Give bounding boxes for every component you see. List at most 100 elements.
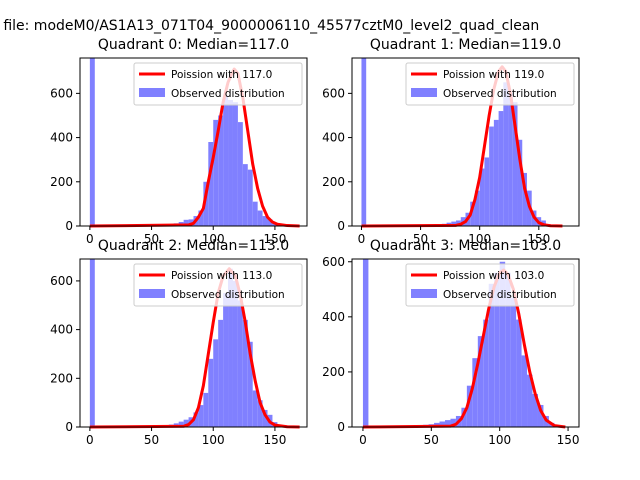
hist-bar [223, 293, 229, 427]
hist-bar [213, 339, 219, 427]
hist-bar [474, 190, 480, 226]
hist-bar [508, 93, 513, 227]
x-tick-label: 150 [557, 433, 580, 447]
x-tick-label: 150 [527, 232, 550, 246]
hist-bar [213, 119, 219, 226]
subplot-title: Quadrant 1: Median=119.0 [370, 37, 561, 53]
legend-box [133, 62, 303, 106]
hist-bar [537, 404, 544, 427]
hist-bar [89, 259, 95, 427]
x-tick-label: 100 [202, 232, 225, 246]
hist-bar [208, 358, 214, 427]
x-tick-label: 150 [263, 433, 286, 447]
hist-bar [198, 405, 204, 427]
figure-title: n file: modeM0/AS1A13_071T04_9000006110_… [0, 18, 640, 38]
hist-bar [483, 319, 489, 427]
x-tick-label: 150 [263, 232, 286, 246]
hist-bar [178, 421, 184, 427]
x-tick-label: 100 [468, 232, 491, 246]
legend-bar-swatch [139, 88, 165, 97]
hist-bar [456, 220, 461, 226]
hist-bar [503, 82, 509, 226]
x-tick-label: 50 [144, 433, 159, 447]
hist-bar [466, 385, 473, 427]
hist-bar [444, 420, 451, 427]
x-tick-label: 100 [202, 433, 225, 447]
y-tick-label: 0 [65, 219, 73, 233]
legend-bar-label: Observed distribution [443, 289, 557, 301]
subplot-q0: 0 50 100 150 0 200 400 600 Quadrant 0: Median=11… [50, 37, 308, 246]
hist-bar [510, 297, 517, 427]
y-tick-label: 600 [322, 86, 345, 100]
hist-bar [242, 319, 248, 427]
x-tick-label: 50 [413, 232, 428, 246]
legend-box [405, 62, 575, 106]
y-tick-label: 200 [322, 175, 345, 189]
hist-bar [494, 272, 500, 427]
legend-bar-swatch [139, 289, 165, 298]
x-tick-label: 0 [359, 433, 367, 447]
hist-bar [183, 419, 189, 427]
hist-bar [461, 407, 467, 427]
legend-bar-label: Observed distribution [171, 88, 285, 100]
y-tick-label: 400 [50, 323, 73, 337]
x-tick-label: 0 [86, 433, 94, 447]
legend: Poission with 117.0 Observed distribution [133, 62, 303, 106]
hist-bar [203, 181, 209, 226]
hist-bar [488, 283, 495, 427]
hist-bar [479, 168, 485, 226]
hist-bar [362, 259, 369, 427]
y-tick-label: 400 [50, 131, 73, 145]
hist-bar [223, 95, 229, 226]
legend-box [405, 263, 575, 307]
hist-bar [193, 412, 199, 427]
hist-bar [183, 219, 189, 226]
y-tick-label: 200 [50, 175, 73, 189]
y-tick-label: 600 [322, 255, 345, 269]
hist-bar [242, 164, 248, 226]
legend-bar-swatch [411, 289, 437, 298]
hist-bar [237, 300, 243, 427]
legend-line-label: Poission with 117.0 [171, 69, 272, 81]
legend-line-label: Poission with 113.0 [171, 270, 272, 282]
legend-box [133, 263, 303, 307]
hist-bar [218, 115, 224, 226]
hist-bar [499, 261, 506, 427]
hist-bar [527, 374, 533, 427]
hist-bar [472, 358, 478, 427]
subplot-q1: 0 50 100 150 0 200 400 600 Quadrant 1: Median=11… [322, 37, 580, 246]
hist-bar [361, 58, 367, 226]
legend: Poission with 103.0 Observed distribution [405, 263, 575, 307]
hist-bar [228, 268, 233, 427]
y-tick-label: 400 [322, 131, 345, 145]
hist-bar [262, 216, 268, 226]
hist-bar [477, 336, 484, 427]
hist-bar [89, 58, 95, 226]
legend-bar-swatch [411, 88, 437, 97]
hist-bar [228, 100, 233, 226]
legend: Poission with 113.0 Observed distribution [133, 263, 303, 307]
hist-bar [262, 409, 268, 427]
hist-bar [498, 111, 504, 226]
hist-bar [247, 169, 253, 226]
legend-line-label: Poission with 103.0 [443, 270, 544, 282]
y-tick-label: 600 [50, 86, 73, 100]
hist-bar [257, 210, 263, 226]
hist-bar [522, 172, 527, 226]
axes-frame [351, 57, 580, 227]
figure-title-text: n file: modeM0/AS1A13_071T04_9000006110_… [0, 18, 540, 34]
hist-bar [512, 102, 518, 226]
subplot-q2: 0 50 100 150 0 200 400 600 Quadrant 2: Median=11… [50, 238, 308, 447]
subplot-title: Quadrant 0: Median=117.0 [98, 37, 289, 53]
histogram-bars-q0 [89, 58, 288, 226]
x-tick-label: 0 [358, 232, 366, 246]
y-tick-label: 0 [337, 420, 345, 434]
hist-bar [532, 393, 538, 427]
y-tick-label: 400 [322, 310, 345, 324]
hist-bar [203, 392, 209, 427]
histogram-bars-q3 [362, 259, 555, 427]
hist-bar [470, 201, 475, 226]
hist-bar [451, 221, 457, 226]
y-tick-label: 200 [50, 371, 73, 385]
